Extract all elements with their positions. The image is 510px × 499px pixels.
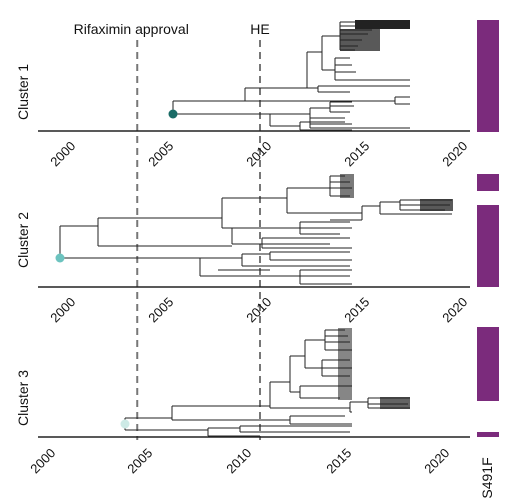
cluster-3-dense-tips-2 [380, 397, 410, 409]
cluster-3-root-node [120, 419, 130, 429]
cluster-3-dense-tips [338, 328, 352, 400]
cluster-1-ticks: 2000 2005 2010 2015 2020 [47, 138, 470, 169]
cluster-3-tick-2020: 2020 [421, 445, 452, 476]
cluster-1-s491f-track [477, 20, 499, 132]
cluster-2-root-node [55, 253, 65, 263]
cluster-2-ticks: 2000 2005 2010 2015 2020 [47, 294, 470, 325]
cluster-3-s491f-track-bottom [477, 432, 499, 437]
cluster-2-tree [59, 174, 453, 285]
cluster-2-tick-2010: 2010 [243, 294, 274, 325]
cluster-3-ticks: 2000 2005 2010 2015 2020 [27, 445, 452, 476]
event-lines [136, 40, 261, 440]
cluster-3-label: Cluster 3 [15, 370, 31, 426]
cluster-1-tick-2000: 2000 [47, 138, 78, 169]
event-label-rifaximin: Rifaximin approval [74, 21, 189, 37]
cluster-3-tick-2015: 2015 [323, 445, 354, 476]
cluster-2-s491f-track-top [477, 174, 499, 191]
cluster-1-tick-2015: 2015 [341, 138, 372, 169]
cluster-3-tick-2010: 2010 [223, 445, 254, 476]
cluster-1-tick-2020: 2020 [439, 138, 470, 169]
cluster-2-tick-2005: 2005 [145, 294, 176, 325]
cluster-3-tick-2005: 2005 [124, 445, 155, 476]
cluster-1-tick-2005: 2005 [145, 138, 176, 169]
cluster-1-root-node [168, 109, 178, 119]
cluster-1-tree [172, 20, 410, 131]
cluster-2-label: Cluster 2 [15, 212, 31, 268]
cluster-3-s491f-track-top [477, 327, 499, 401]
cluster-2-panel: Cluster 2 2000 2005 2010 2015 2020 [15, 174, 499, 325]
event-label-he: HE [250, 21, 269, 37]
cluster-2-dense-tips [340, 174, 354, 198]
cluster-2-dense-tips-2 [420, 199, 453, 211]
cluster-2-tick-2000: 2000 [47, 294, 78, 325]
cluster-1-dense-tips [355, 20, 410, 29]
cluster-2-tick-2020: 2020 [439, 294, 470, 325]
cluster-3-panel: Cluster 3 2000 2005 2010 2015 2020 [15, 327, 499, 476]
cluster-1-label: Cluster 1 [15, 64, 31, 120]
cluster-1-dense-tips-2 [340, 29, 380, 51]
s491f-track-label: S491F [479, 457, 495, 498]
cluster-3-tick-2000: 2000 [27, 445, 58, 476]
cluster-1-tick-2010: 2010 [243, 138, 274, 169]
cluster-3-tree [124, 328, 410, 437]
cluster-2-s491f-track-bottom [477, 205, 499, 287]
cluster-1-panel: Cluster 1 2000 2005 2010 2015 2020 [15, 20, 499, 169]
cluster-2-tick-2015: 2015 [341, 294, 372, 325]
